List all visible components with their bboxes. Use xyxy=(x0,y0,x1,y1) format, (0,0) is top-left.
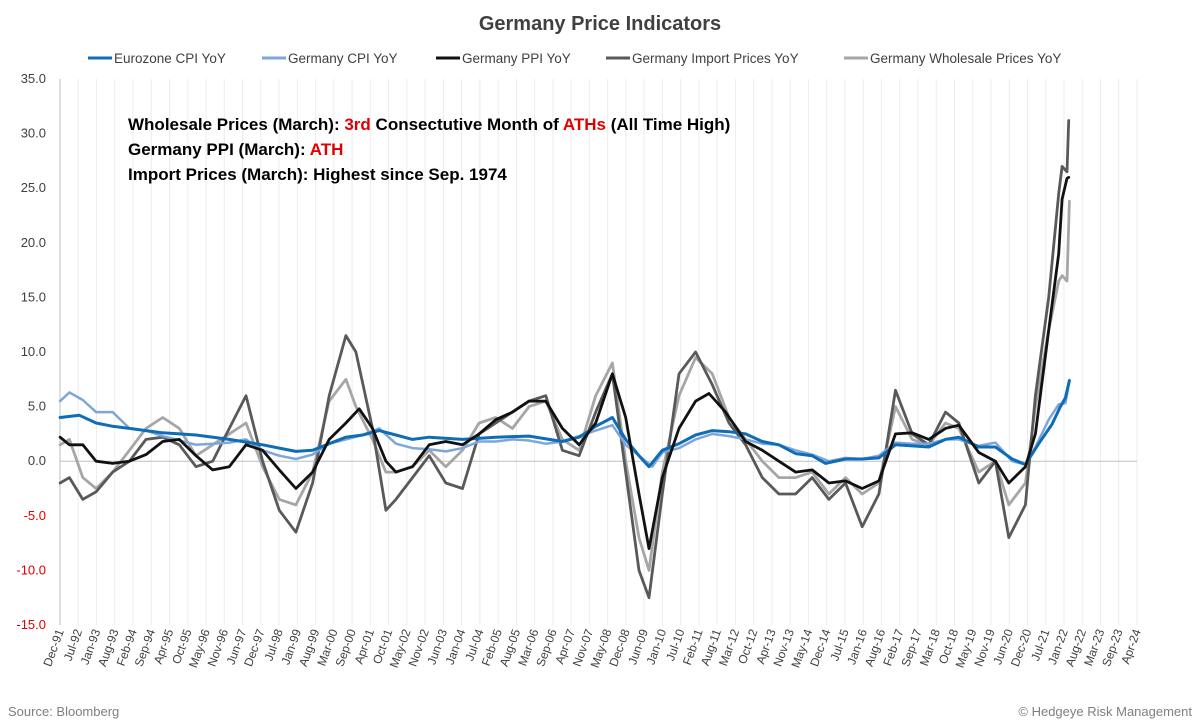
credit-note: © Hedgeye Risk Management xyxy=(1018,704,1192,719)
y-tick-label: 5.0 xyxy=(28,399,46,414)
series-line-germany-ppi-yoy xyxy=(58,175,1071,550)
y-tick-label: 0.0 xyxy=(28,453,46,468)
y-axis: 35.0 30.0 25.0 20.0 15.0 10.0 5.0 0.0 -5.0 -10.0 -… xyxy=(16,71,61,632)
annotation-highlight: 3rd xyxy=(344,115,370,134)
annotation-highlight: ATHs xyxy=(563,115,606,134)
annotation-text: Wholesale Prices (March): xyxy=(128,115,344,134)
legend-entry: Eurozone CPI YoY xyxy=(114,51,226,66)
series-line-germany-import-prices-yoy xyxy=(58,119,1071,600)
y-tick-label: 25.0 xyxy=(21,180,46,195)
legend-entry: Germany CPI YoY xyxy=(288,51,398,66)
legend: Eurozone CPI YoY Germany CPI YoY Germany P… xyxy=(88,51,1061,66)
annotation-line: Wholesale Prices (March): 3rd Consectuti… xyxy=(128,115,730,134)
y-tick-label: 10.0 xyxy=(21,344,46,359)
y-tick-label: -10.0 xyxy=(16,562,46,577)
y-tick-label: 35.0 xyxy=(21,71,46,86)
annotation-text: (All Time High) xyxy=(606,115,730,134)
series-line-germany-wholesale-prices-yoy xyxy=(58,199,1071,572)
gridlines xyxy=(59,79,1138,625)
annotation-text: Consectutive Month of xyxy=(371,115,563,134)
y-tick-label: 20.0 xyxy=(21,235,46,250)
source-note: Source: Bloomberg xyxy=(8,704,119,719)
annotations: Wholesale Prices (March): 3rd Consectuti… xyxy=(128,115,730,184)
annotation-highlight: ATH xyxy=(310,140,344,159)
series-lines xyxy=(58,119,1071,600)
chart-title: Germany Price Indicators xyxy=(479,13,721,35)
annotation-text: Import Prices (March): Highest since Sep… xyxy=(128,165,507,184)
legend-entry: Germany Import Prices YoY xyxy=(632,51,799,66)
y-tick-label: -5.0 xyxy=(24,508,46,523)
annotation-line: Import Prices (March): Highest since Sep… xyxy=(128,165,507,184)
series-line-eurozone-cpi-yoy xyxy=(58,378,1071,469)
y-tick-label: 15.0 xyxy=(21,289,46,304)
annotation-text: Germany PPI (March): xyxy=(128,140,310,159)
legend-entry: Germany PPI YoY xyxy=(462,51,571,66)
legend-entry: Germany Wholesale Prices YoY xyxy=(870,51,1061,66)
y-tick-label: -15.0 xyxy=(16,617,46,632)
y-tick-label: 30.0 xyxy=(21,126,46,141)
annotation-line: Germany PPI (March): ATH xyxy=(128,140,343,159)
x-tick-label: Dec-91 xyxy=(40,627,66,668)
